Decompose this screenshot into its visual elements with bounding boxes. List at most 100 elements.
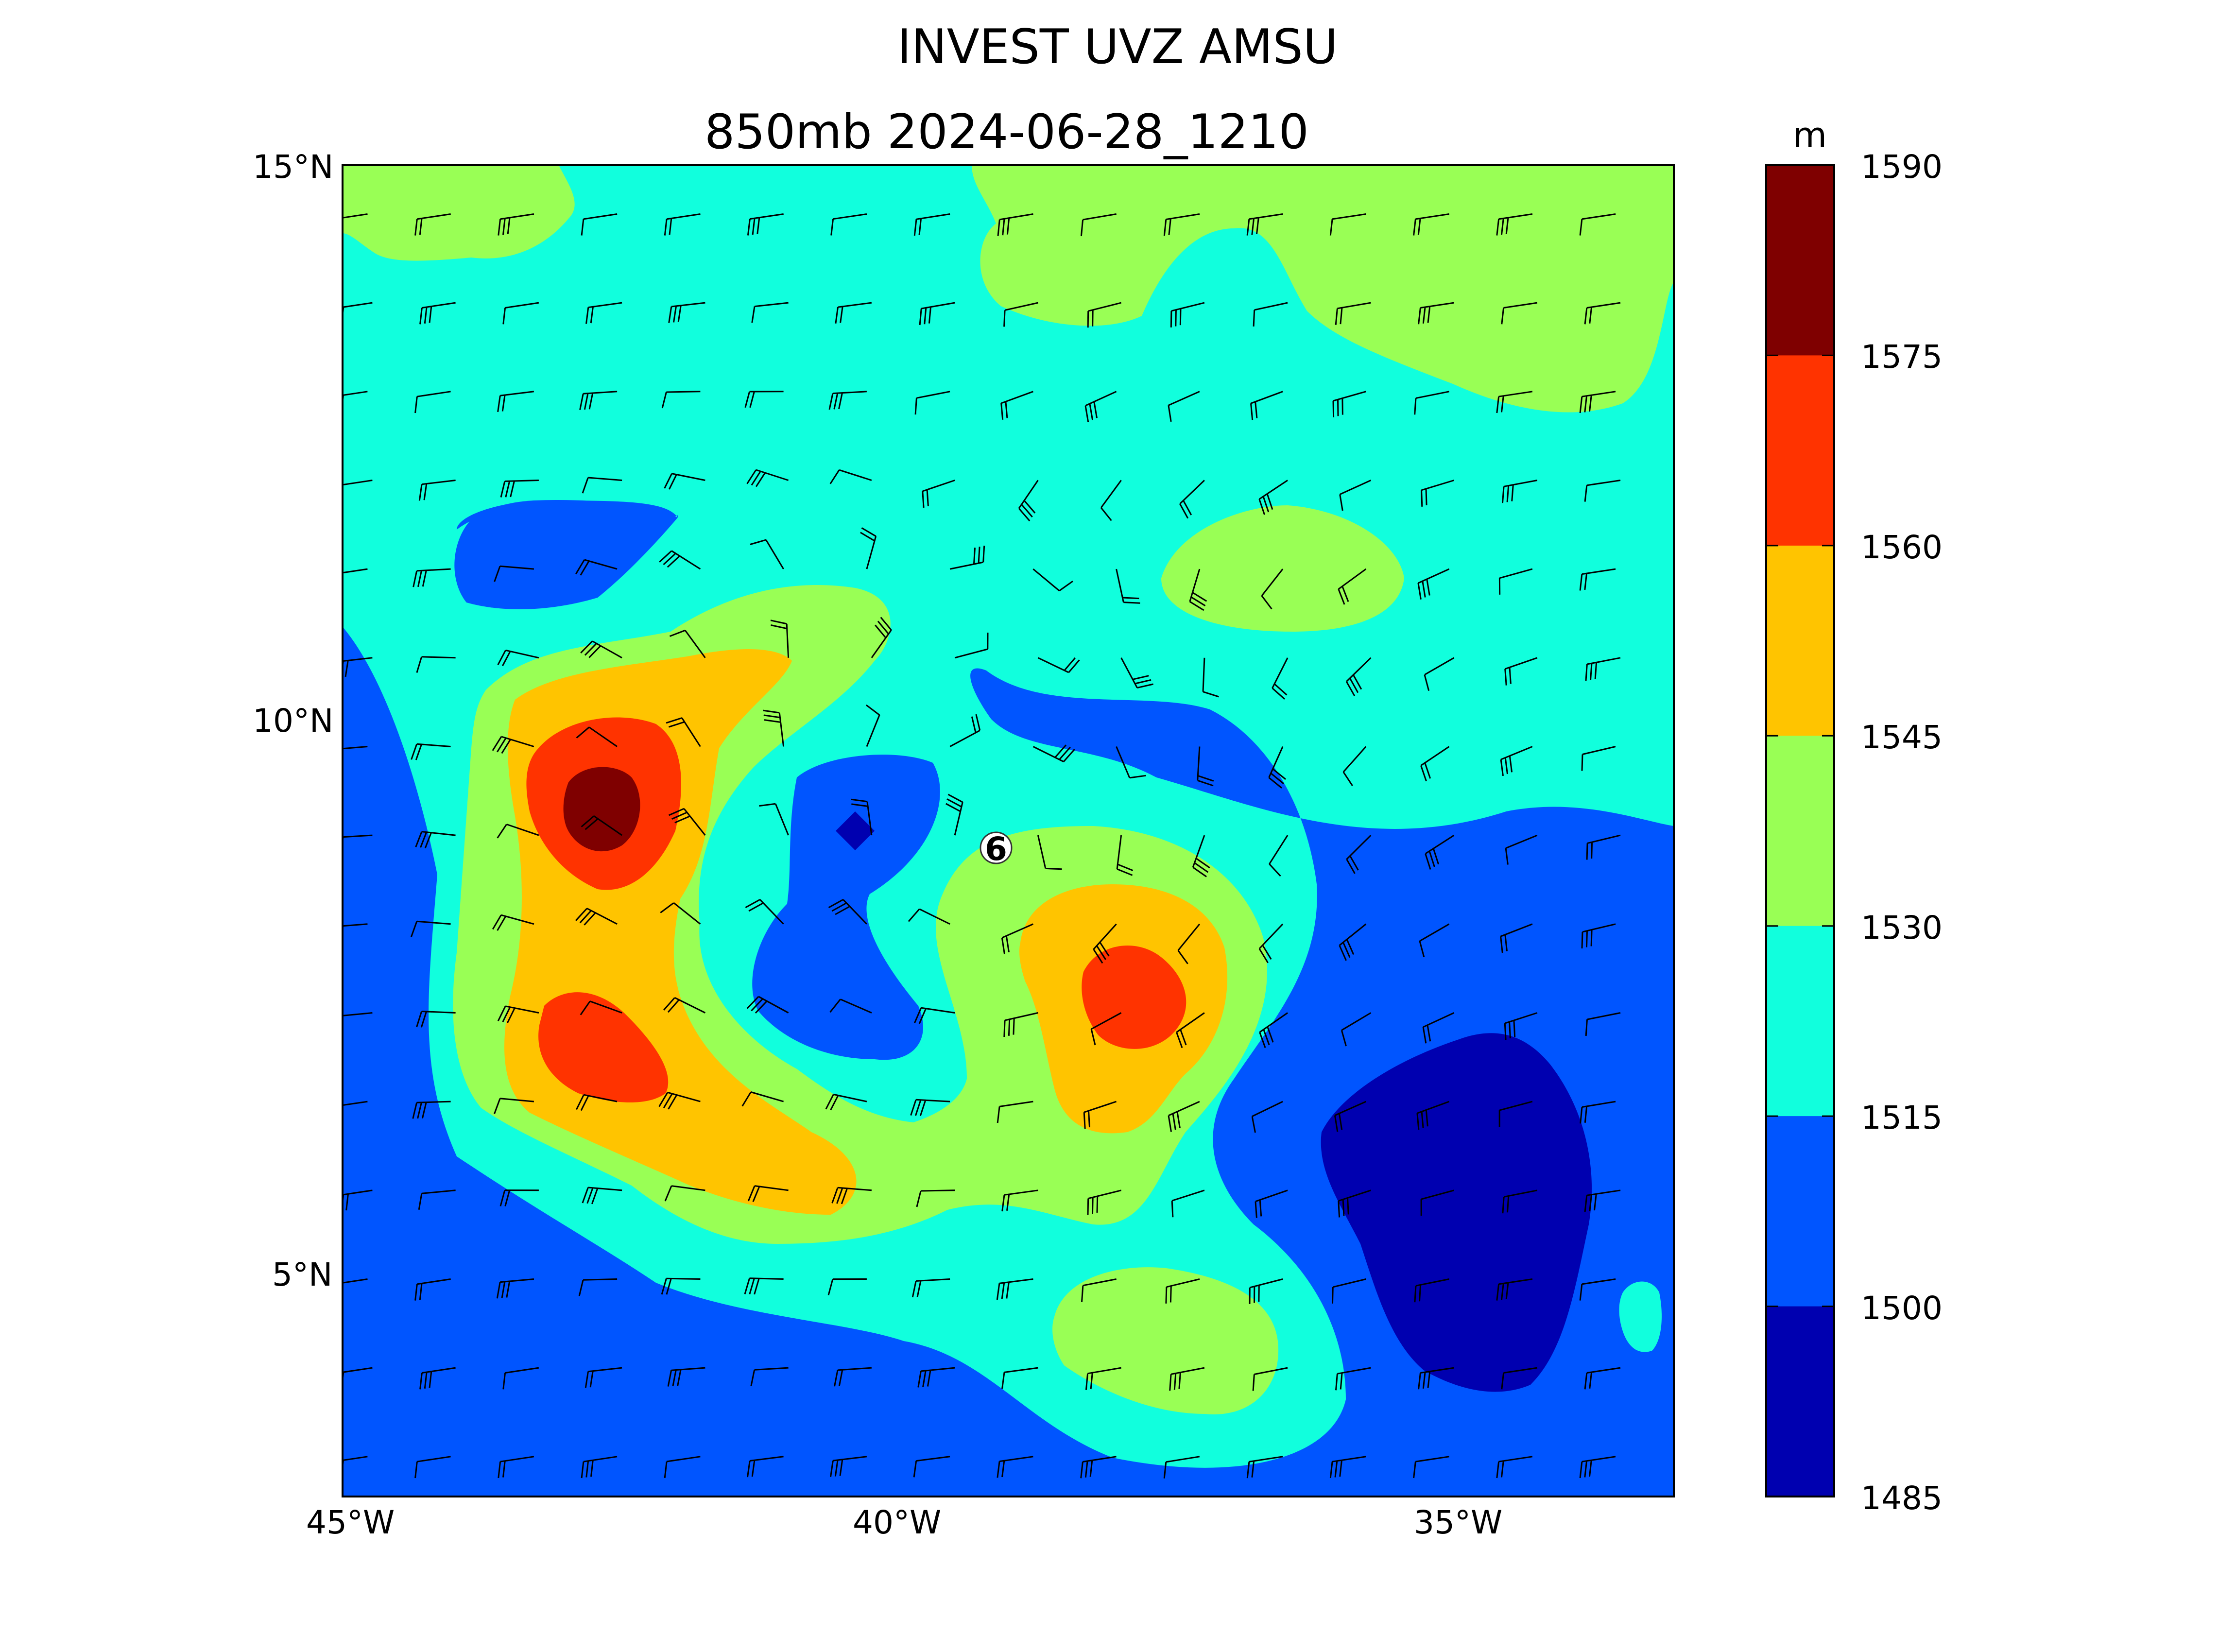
wind-barb (585, 302, 622, 324)
wind-barb (1417, 568, 1450, 600)
wind-barb (828, 391, 867, 410)
wind-barb (493, 1098, 534, 1115)
wind-barb (1202, 657, 1219, 698)
wind-barb (581, 213, 618, 236)
wind-barb (494, 565, 534, 582)
wind-barb (1334, 1101, 1367, 1132)
wind-barb (1496, 213, 1533, 236)
wind-barb (1422, 1012, 1455, 1044)
wind-barb (669, 629, 706, 658)
wind-barb (498, 213, 534, 236)
wind-barb (1080, 1456, 1117, 1479)
wind-barb (1332, 391, 1366, 417)
wind-barb (492, 736, 534, 754)
wind-barb (1085, 1367, 1121, 1390)
wind-barb (1335, 1367, 1371, 1391)
wind-barb (1413, 1456, 1449, 1479)
wind-barb (1272, 657, 1289, 700)
wind-barb (666, 717, 701, 747)
wind-barb (1255, 1189, 1288, 1218)
wind-barb (746, 469, 789, 487)
wind-barb (744, 1277, 784, 1295)
wind-barb (1424, 657, 1455, 691)
wind-barb (1419, 923, 1450, 958)
wind-barb (669, 808, 706, 836)
wind-barb (825, 1093, 867, 1111)
wind-barb (916, 1189, 955, 1207)
wind-barb (829, 998, 872, 1014)
wind-barb (579, 391, 618, 410)
wind-barb (1176, 1012, 1205, 1049)
wind-barb (414, 213, 451, 236)
wind-barb (1252, 1367, 1288, 1391)
wind-barb (1584, 1367, 1621, 1390)
wind-barb (1003, 302, 1038, 327)
wind-barb (416, 656, 456, 673)
wind-barb (1584, 302, 1621, 325)
contour-1485-1500-center (836, 811, 875, 850)
wind-barb (1259, 1012, 1288, 1048)
wind-barb (664, 213, 701, 236)
wind-barb (908, 908, 950, 925)
wind-barb (1504, 657, 1538, 686)
wind-barb (1249, 1278, 1283, 1304)
wind-barb (416, 1011, 456, 1028)
wind-barb (1339, 923, 1367, 961)
contour-1560-1575-e (1082, 946, 1186, 1049)
wind-barb (1496, 1278, 1533, 1301)
colorbar (1766, 165, 1834, 1497)
wind-barb (1087, 1189, 1121, 1215)
wind-barb (1329, 1456, 1366, 1479)
wind-barb (502, 302, 539, 325)
colorbar-swatch (1766, 355, 1834, 546)
wind-barb (664, 1185, 705, 1202)
wind-barb (414, 391, 451, 413)
wind-barb (343, 213, 368, 219)
wind-barb (658, 1091, 701, 1110)
wind-barb (1585, 1012, 1621, 1036)
wind-barb (1418, 302, 1454, 325)
wind-barb (1000, 391, 1033, 420)
colorbar-swatch (1766, 1116, 1834, 1307)
wind-barb (871, 617, 892, 658)
wind-barb (747, 1456, 784, 1478)
wind-barb (914, 391, 950, 415)
wind-barb (1413, 213, 1449, 236)
wind-barb (913, 213, 950, 236)
map-frame (342, 164, 1675, 1497)
wind-barb (1585, 657, 1621, 681)
colorbar-label-1485: 1485 (1861, 1480, 1943, 1517)
wind-barb (1168, 391, 1200, 422)
wind-barb (851, 798, 873, 836)
wind-barb (415, 831, 456, 848)
wind-barb (668, 302, 705, 323)
contour-1500-1515-outer (343, 627, 1674, 1497)
wind-barb (1116, 746, 1146, 779)
wind-barb (865, 704, 880, 747)
wind-barb (747, 1185, 789, 1202)
wind-barb (1505, 834, 1538, 865)
storm-marker-label: 6 (985, 830, 1007, 868)
colorbar-label-1560: 1560 (1861, 529, 1943, 566)
wind-barb (1332, 1278, 1366, 1304)
wind-barb (1586, 834, 1621, 860)
contour-1530-1545-s (1052, 1267, 1279, 1414)
wind-barb (1496, 391, 1533, 413)
wind-barb (1584, 480, 1621, 502)
wind-barb (770, 620, 790, 658)
colorbar-swatch (1766, 926, 1834, 1117)
wind-barb (922, 480, 955, 508)
wind-barb (1032, 744, 1075, 762)
wind-barb (582, 477, 622, 494)
wind-barb (1165, 1278, 1200, 1304)
wind-barb (1579, 1278, 1616, 1301)
wind-barb (1502, 1189, 1538, 1214)
wind-barb (1579, 391, 1616, 413)
wind-barb (343, 746, 368, 750)
wind-barb (1329, 213, 1366, 236)
wind-barb (1342, 746, 1367, 787)
wind-barbs-layer (343, 213, 1621, 1479)
wind-barb (1251, 1101, 1283, 1133)
wind-barb (1090, 1012, 1122, 1046)
wind-barb (997, 1456, 1033, 1478)
